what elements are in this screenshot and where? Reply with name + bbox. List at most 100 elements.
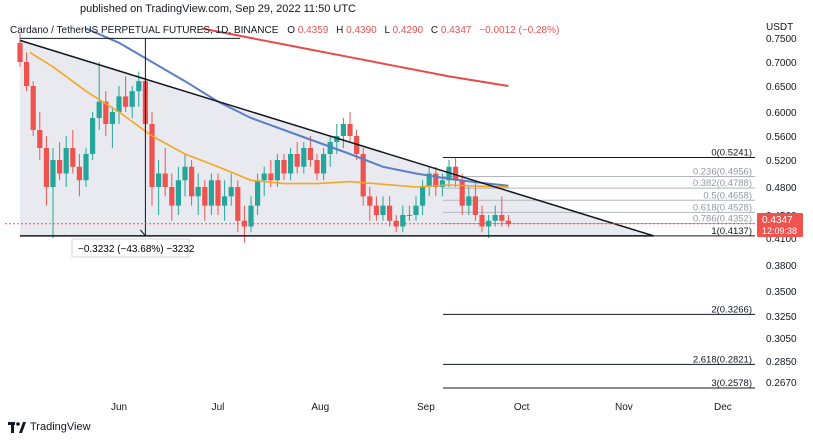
x-tick-label: Oct: [514, 402, 530, 413]
candle: [380, 196, 386, 221]
candle: [103, 91, 109, 136]
ma-slow-line: [201, 27, 509, 87]
fib-label: 0.236(0.4956): [693, 166, 752, 177]
candle: [24, 52, 30, 92]
currency-label: USDT: [766, 22, 793, 33]
fib-label: 0.382(0.4788): [693, 178, 752, 189]
close-value: 0.4347: [441, 25, 472, 36]
candle: [387, 196, 393, 227]
candle: [499, 196, 505, 227]
candle: [274, 154, 280, 187]
svg-text:Cardano / TetherUS PERPETUAL F: Cardano / TetherUS PERPETUAL FUTURES, 1D…: [10, 25, 559, 36]
y-tick-label: 0.5600: [766, 132, 797, 143]
candle: [406, 205, 412, 221]
y-tick-label: 0.7500: [766, 34, 797, 45]
candle: [347, 112, 353, 142]
x-tick-label: Aug: [311, 402, 329, 413]
candle: [156, 160, 162, 215]
candle: [301, 142, 307, 174]
low-label: L: [385, 25, 391, 36]
candle: [426, 166, 432, 197]
y-tick-label: 0.3800: [766, 261, 797, 272]
trendline: [19, 39, 654, 237]
candle: [63, 136, 69, 187]
y-tick-label: 0.3250: [766, 312, 797, 323]
open-value: 0.4359: [298, 25, 329, 36]
candle: [393, 215, 399, 233]
candle: [479, 205, 485, 233]
candle: [109, 106, 115, 148]
measure-label-box: −0.3232 (−43.68%) −3232: [71, 238, 195, 258]
y-tick-label: 0.5200: [766, 156, 797, 167]
candle: [162, 148, 168, 197]
fib-label: 0.618(0.4528): [693, 202, 752, 213]
high-value: 0.4390: [346, 25, 377, 36]
candle: [294, 142, 300, 174]
candle: [182, 154, 188, 197]
fib-label: 0(0.5241): [711, 148, 752, 159]
candle: [327, 136, 333, 167]
y-tick-label: 0.7000: [766, 58, 797, 69]
x-tick-label: Sep: [417, 402, 435, 413]
candle: [189, 160, 195, 206]
measure-label: −0.3232 (−43.68%) −3232: [78, 244, 195, 255]
candle: [367, 187, 373, 221]
y-tick-label: 0.3500: [766, 287, 797, 298]
candle: [76, 154, 82, 197]
candle: [486, 215, 492, 238]
last-price-value: 0.4347: [762, 215, 793, 226]
candle: [321, 148, 327, 181]
candle: [466, 187, 472, 215]
last-price-badge: 0.4347 12:09:38: [757, 213, 803, 237]
candle: [195, 173, 201, 215]
candle: [472, 180, 478, 221]
candle: [50, 148, 56, 238]
low-value: 0.4290: [393, 25, 424, 36]
fib-label: 1(0.4137): [711, 226, 752, 237]
candle: [116, 86, 122, 124]
candle: [453, 157, 459, 187]
candle: [208, 173, 214, 215]
y-tick-label: 0.4800: [766, 183, 797, 194]
y-tick-label: 0.4100: [766, 234, 797, 245]
candle: [202, 180, 208, 221]
candle: [281, 154, 287, 181]
candle: [90, 112, 96, 160]
candle: [215, 173, 221, 215]
candle: [433, 166, 439, 197]
high-label: H: [336, 25, 343, 36]
candle: [307, 136, 313, 167]
x-tick-label: Nov: [615, 402, 633, 413]
candles-layer: [17, 33, 511, 243]
y-tick-label: 0.3050: [766, 334, 797, 345]
fib-label: 0.786(0.4352): [693, 214, 752, 225]
y-tick-label: 0.6000: [766, 108, 797, 119]
publisher-note: published on TradingView.com, Sep 29, 20…: [80, 3, 356, 15]
candle: [149, 112, 155, 206]
tradingview-mark-icon: [8, 421, 26, 433]
candle: [123, 76, 129, 112]
measure-bottom-line: [140, 229, 146, 237]
candle: [400, 205, 406, 233]
candle: [222, 180, 228, 221]
ma-fast-line: [29, 51, 509, 188]
candle: [373, 196, 379, 221]
fib-label: 0.5(0.4658): [703, 190, 752, 201]
tradingview-logo[interactable]: TradingView: [8, 421, 91, 433]
countdown-value: 12:09:38: [762, 226, 797, 236]
candle: [248, 196, 254, 233]
candle: [413, 196, 419, 221]
candle: [70, 130, 76, 174]
fib-label: 2.618(0.2821): [693, 354, 752, 365]
candle: [37, 112, 43, 160]
y-tick-label: 0.6500: [766, 82, 797, 93]
candle: [169, 173, 175, 221]
close-label: C: [431, 25, 438, 36]
candle: [30, 81, 36, 136]
y-tick-label: 0.2670: [766, 378, 797, 389]
y-tick-label: 0.2850: [766, 357, 797, 368]
x-tick-label: Jun: [111, 402, 127, 413]
tradingview-brand: TradingView: [30, 421, 91, 433]
candle: [314, 154, 320, 181]
